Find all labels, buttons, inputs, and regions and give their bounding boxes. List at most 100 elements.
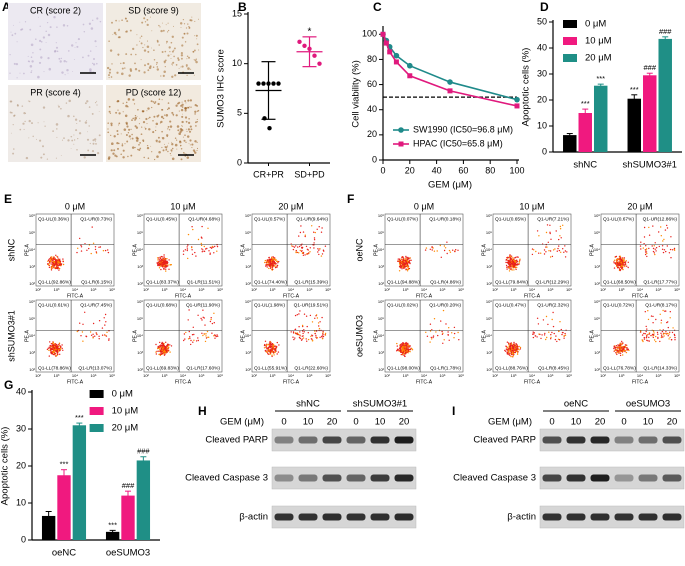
stain-dot xyxy=(161,51,164,53)
event-dot xyxy=(189,336,191,338)
stain-dot xyxy=(13,148,15,150)
stain-dot xyxy=(73,115,75,118)
event-dot xyxy=(312,340,314,342)
stain-dot xyxy=(158,151,161,154)
stain-dot xyxy=(115,33,117,36)
quadrant-label: Q1-LL(78.86%) xyxy=(38,365,71,371)
event-dot xyxy=(540,337,542,340)
event-dot xyxy=(546,336,548,339)
stain-dot xyxy=(176,139,178,141)
event-dot xyxy=(201,225,203,228)
event-dot xyxy=(643,236,646,238)
event-dot xyxy=(554,338,557,341)
blot-band xyxy=(662,513,682,521)
stain-dot xyxy=(130,154,133,157)
event-dot xyxy=(192,341,194,343)
event-dot xyxy=(319,248,321,250)
y-tick-label: 10⁶ xyxy=(29,213,35,218)
x-tick-label: 10⁶ xyxy=(566,373,572,378)
event-dot xyxy=(48,355,50,357)
event-dot xyxy=(397,258,399,260)
event-dot xyxy=(59,349,61,352)
event-dot xyxy=(514,351,517,354)
x-axis-label: FITC-A xyxy=(175,293,192,299)
y-tick-label: 100 xyxy=(362,29,377,39)
event-dot xyxy=(398,266,401,268)
flow-plot-frame xyxy=(600,213,680,287)
event-dot xyxy=(645,248,648,250)
event-dot xyxy=(617,263,619,265)
stain-dot xyxy=(70,148,72,149)
event-dot xyxy=(274,265,276,267)
stain-dot xyxy=(147,50,150,53)
stain-dot xyxy=(133,103,136,105)
event-dot xyxy=(653,252,656,254)
event-dot xyxy=(613,262,615,264)
stain-dot xyxy=(164,65,166,68)
event-dot xyxy=(313,239,316,241)
event-dot xyxy=(107,249,109,251)
event-dot xyxy=(402,344,404,347)
stain-dot xyxy=(83,156,86,159)
event-dot xyxy=(46,348,49,351)
event-dot xyxy=(273,345,276,347)
dose: 20 xyxy=(327,417,338,428)
stain-dot xyxy=(174,74,177,77)
event-dot xyxy=(299,249,301,252)
y-tick-label: 10⁴ xyxy=(378,247,384,252)
quadrant-label: Q1-LR(22.60%) xyxy=(294,365,328,371)
event-dot xyxy=(306,325,308,328)
event-dot xyxy=(169,264,171,266)
event-dot xyxy=(400,344,402,346)
y-tick-label: 10⁶ xyxy=(486,213,492,218)
stain-dot xyxy=(28,137,30,139)
stain-dot xyxy=(147,62,150,66)
event-dot xyxy=(550,238,552,240)
event-dot xyxy=(164,258,166,260)
event-dot xyxy=(160,353,163,355)
bar xyxy=(121,495,135,540)
stain-dot xyxy=(180,104,183,107)
stain-dot xyxy=(181,125,182,127)
stain-dot xyxy=(186,135,190,138)
event-dot xyxy=(652,225,654,227)
legend-label: 20 μM xyxy=(585,53,612,64)
stain-dot xyxy=(184,153,186,155)
x-tick-label: 60 xyxy=(458,165,468,175)
event-dot xyxy=(195,255,197,257)
stain-dot xyxy=(76,122,78,125)
y-tick-label: 10³ xyxy=(378,264,384,269)
event-dot xyxy=(165,341,167,343)
stain-dot xyxy=(118,142,120,145)
x-tick-label: 10² xyxy=(143,287,149,292)
event-dot xyxy=(430,336,432,339)
stain-dot xyxy=(39,25,41,27)
event-dot xyxy=(640,330,642,332)
event-dot xyxy=(617,264,619,266)
significance: ### xyxy=(643,63,656,72)
event-dot xyxy=(505,350,507,352)
event-dot xyxy=(214,245,216,248)
significance: *** xyxy=(108,520,117,529)
quadrant-label: Q1-UR(8.17%) xyxy=(645,302,677,308)
event-dot xyxy=(322,332,324,334)
event-dot xyxy=(293,338,295,341)
event-dot xyxy=(292,331,295,333)
y-tick-label: 10⁵ xyxy=(137,230,143,235)
event-dot xyxy=(92,337,94,339)
event-dot xyxy=(617,344,619,346)
blot-band xyxy=(298,436,318,444)
event-dot xyxy=(77,247,79,249)
stain-dot xyxy=(152,119,154,122)
stain-dot xyxy=(187,67,190,70)
event-dot xyxy=(50,260,52,263)
stain-dot xyxy=(42,145,44,148)
quadrant-label: Q1-LR(12.29%) xyxy=(535,279,569,285)
stain-dot xyxy=(122,149,125,152)
event-dot xyxy=(507,353,509,355)
y-tick-label: 10 xyxy=(537,120,547,130)
stain-dot xyxy=(125,31,127,33)
event-dot xyxy=(311,225,313,227)
x-tick-label: 10⁶ xyxy=(674,373,680,378)
event-dot xyxy=(155,351,157,353)
